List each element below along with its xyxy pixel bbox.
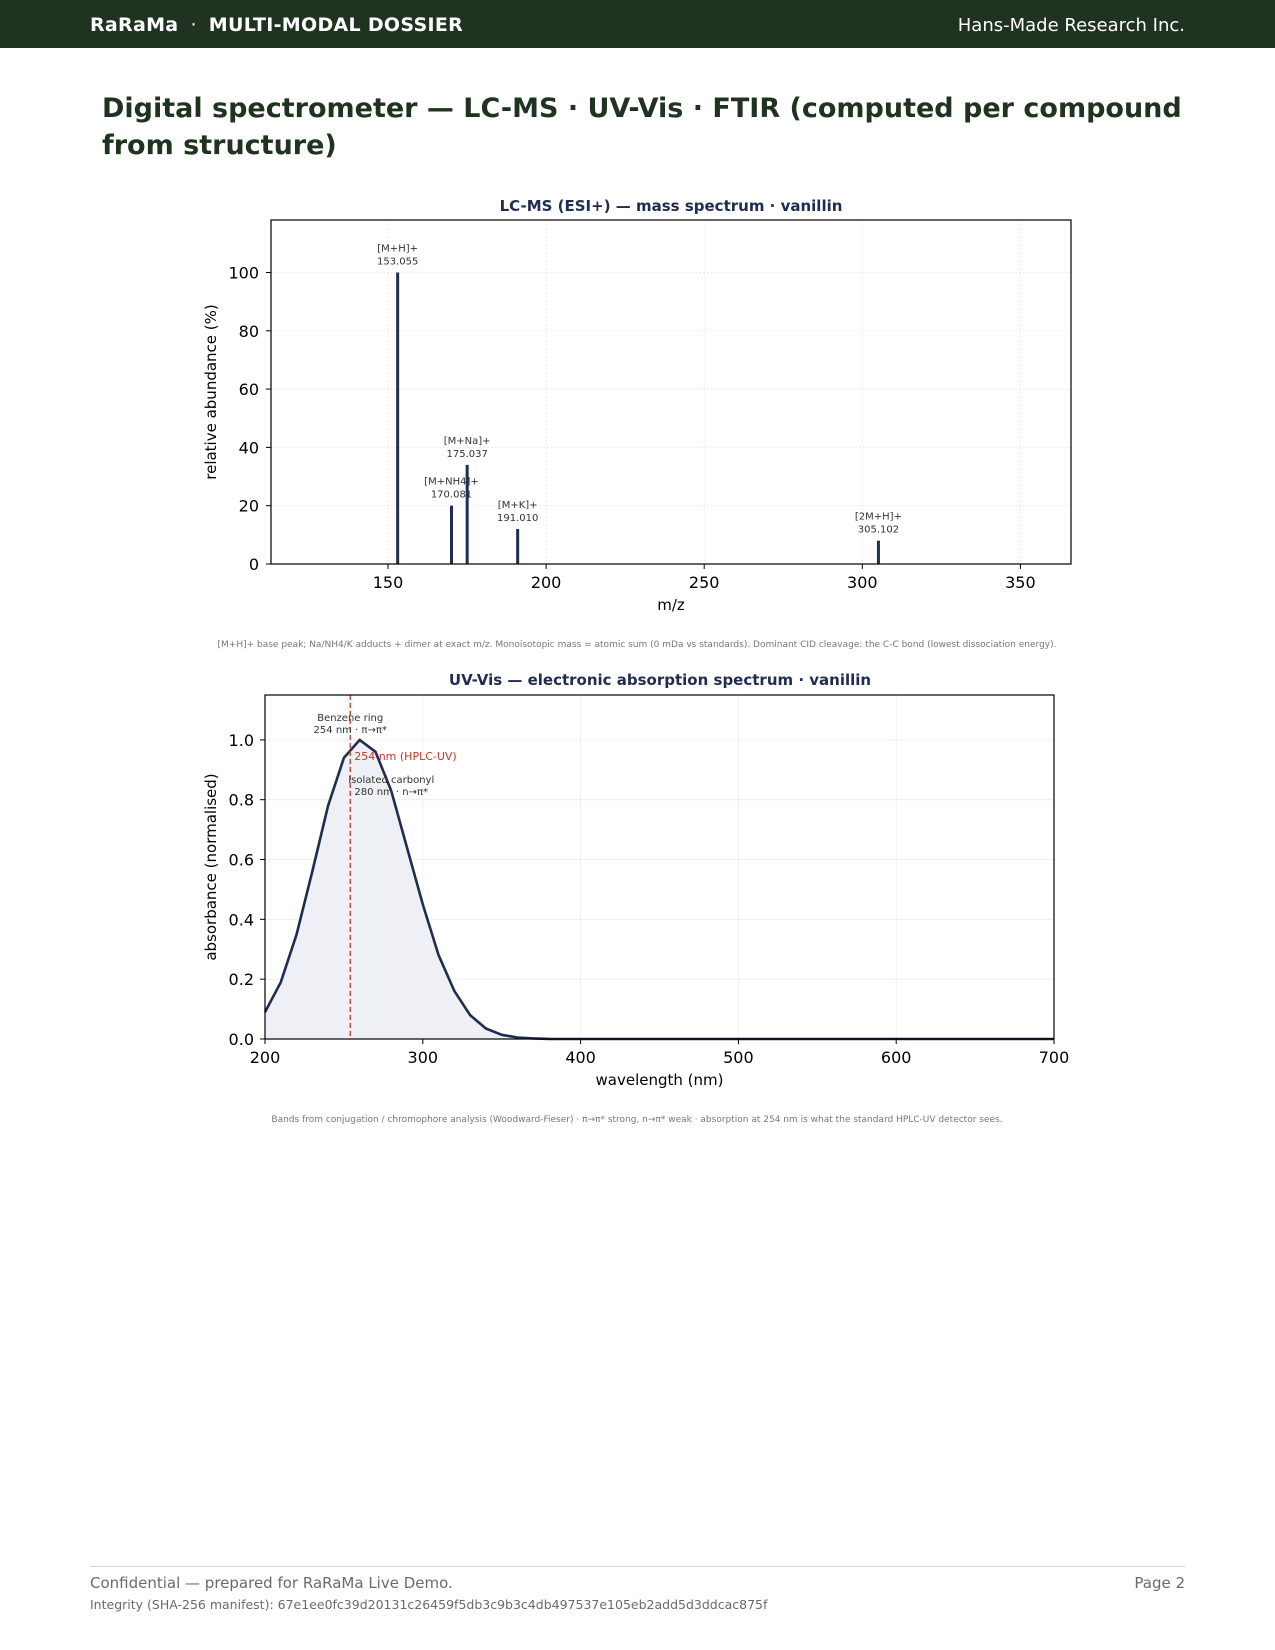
- brand-separator: ·: [190, 14, 197, 36]
- plot-frame: [270, 219, 1072, 565]
- page-number: Page 2: [1134, 1574, 1185, 1592]
- y-tick-label: 0.6: [229, 851, 254, 870]
- x-tick-label: 700: [1039, 1048, 1070, 1067]
- uvvis-spectrum-chart: UV-Vis — electronic absorption spectrum …: [202, 671, 1070, 1125]
- x-tick-label: 400: [565, 1048, 596, 1067]
- x-tick-label: 200: [250, 1048, 281, 1067]
- chart-title: LC-MS (ESI+) — mass spectrum · vanillin: [500, 197, 843, 215]
- y-axis-label: absorbance (normalised): [202, 773, 220, 960]
- peak-ion-label: [2M+H]+: [855, 512, 902, 523]
- y-tick-label: 1.0: [229, 731, 254, 750]
- x-tick-label: 600: [881, 1048, 912, 1067]
- x-tick-label: 350: [1005, 573, 1036, 592]
- y-tick-label: 0: [249, 555, 259, 574]
- footer-divider: [90, 1566, 1185, 1567]
- header-bar: RaRaMa · MULTI-MODAL DOSSIER Hans-Made Res…: [0, 0, 1275, 48]
- y-tick-label: 0.0: [229, 1030, 254, 1049]
- lcms-spectrum-chart: LC-MS (ESI+) — mass spectrum · vanillin 0…: [202, 197, 1072, 650]
- y-tick-label: 40: [239, 438, 259, 457]
- y-tick-label: 0.4: [229, 910, 254, 929]
- peak-ion-label: [M+Na]+: [444, 436, 491, 447]
- y-tick-label: 0.8: [229, 791, 254, 810]
- band-detail-label: 254 nm · π→π*: [314, 725, 387, 736]
- y-tick-label: 0.2: [229, 970, 254, 989]
- y-tick-label: 60: [239, 380, 259, 399]
- peak-ion-label: [M+NH4]+: [424, 477, 479, 488]
- brand-title: RaRaMa · MULTI-MODAL DOSSIER: [90, 14, 463, 36]
- x-tick-label: 200: [531, 573, 562, 592]
- y-axis-label: relative abundance (%): [202, 304, 220, 480]
- y-tick-label: 100: [228, 263, 259, 282]
- chart-title: UV-Vis — electronic absorption spectrum …: [449, 671, 871, 689]
- section-name: MULTI-MODAL DOSSIER: [208, 14, 464, 36]
- peak-mz-label: 153.055: [377, 256, 418, 267]
- x-axis-label: wavelength (nm): [596, 1071, 724, 1089]
- plot-frame: [264, 694, 1055, 1040]
- x-tick-label: 250: [689, 573, 720, 592]
- peak-ion-label: [M+K]+: [498, 500, 538, 511]
- peak-mz-label: 305.102: [858, 525, 899, 536]
- band-name-label: Isolated carbonyl: [348, 775, 434, 786]
- absorbance-area-fill: [265, 739, 1054, 1039]
- chart-caption: Bands from conjugation / chromophore ana…: [271, 1115, 1002, 1125]
- x-tick-label: 300: [408, 1048, 439, 1067]
- band-detail-label: 280 nm · n→π*: [354, 787, 428, 798]
- y-tick-label: 20: [239, 497, 259, 516]
- x-axis-label: m/z: [657, 596, 685, 614]
- hplc-reference-label: 254 nm (HPLC-UV): [354, 750, 457, 763]
- y-tick-label: 80: [239, 322, 259, 341]
- page-title: Digital spectrometer — LC-MS · UV-Vis · …: [102, 93, 1182, 161]
- band-name-label: Benzene ring: [317, 713, 383, 724]
- x-tick-label: 500: [723, 1048, 754, 1067]
- chart-caption: [M+H]+ base peak; Na/NH4/K adducts + dim…: [218, 640, 1057, 650]
- peak-mz-label: 191.010: [497, 513, 538, 524]
- peak-mz-label: 170.081: [431, 490, 472, 501]
- brand-name: RaRaMa: [90, 14, 179, 36]
- organization-name: Hans-Made Research Inc.: [957, 15, 1185, 36]
- peak-ion-label: [M+H]+: [377, 243, 418, 254]
- peak-mz-label: 175.037: [446, 449, 487, 460]
- integrity-hash: Integrity (SHA-256 manifest): 67e1ee0fc3…: [90, 1597, 768, 1612]
- x-tick-label: 150: [373, 573, 404, 592]
- confidential-notice: Confidential — prepared for RaRaMa Live …: [90, 1574, 453, 1592]
- x-tick-label: 300: [847, 573, 878, 592]
